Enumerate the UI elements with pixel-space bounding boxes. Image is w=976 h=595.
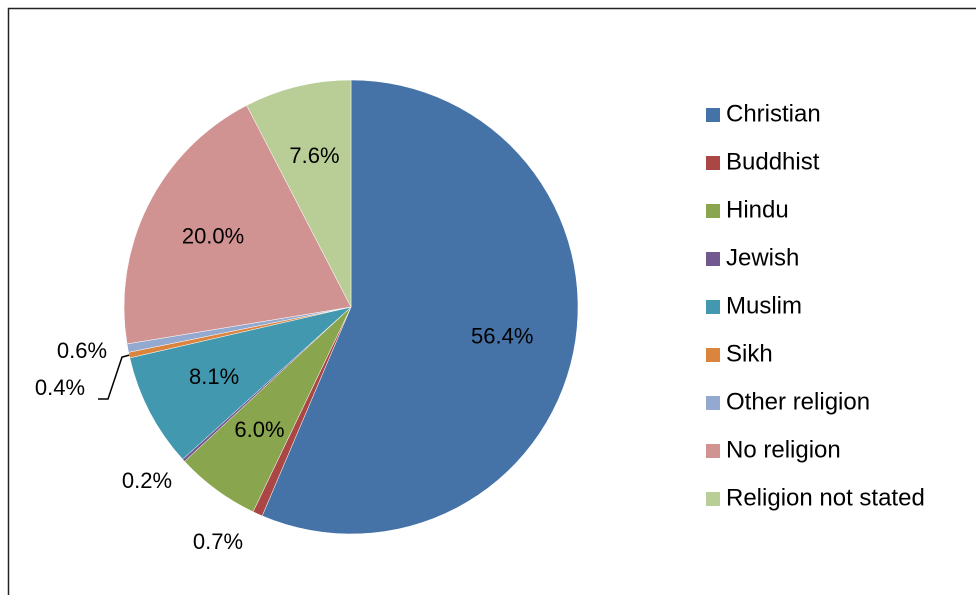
legend-swatch — [706, 348, 720, 362]
legend-label: Sikh — [726, 340, 773, 367]
legend-swatch — [706, 204, 720, 218]
pie-slice — [123, 105, 352, 345]
legend-label: Christian — [726, 100, 821, 127]
data-label: 7.6% — [289, 143, 339, 168]
data-label: 56.4% — [471, 324, 533, 349]
legend-label: Buddhist — [726, 148, 820, 175]
data-label: 0.4% — [35, 375, 85, 400]
legend-label: Hindu — [726, 196, 789, 223]
legend-label: Jewish — [726, 244, 799, 271]
legend-swatch — [706, 252, 720, 266]
legend-swatch — [706, 396, 720, 410]
data-label: 6.0% — [234, 417, 284, 442]
pie-slice — [129, 306, 352, 460]
pie-slice — [261, 79, 579, 535]
data-label: 0.2% — [122, 468, 172, 493]
legend-swatch — [706, 444, 720, 458]
data-label: 8.1% — [189, 364, 239, 389]
data-label: 0.6% — [57, 338, 107, 363]
legend-swatch — [706, 300, 720, 314]
legend-swatch — [706, 156, 720, 170]
data-label: 0.7% — [193, 529, 243, 554]
legend-label: No religion — [726, 436, 841, 463]
pie-slice — [246, 79, 352, 308]
legend-label: Muslim — [726, 292, 802, 319]
legend-label: Religion not stated — [726, 484, 925, 511]
legend-swatch — [706, 492, 720, 506]
legend-swatch — [706, 108, 720, 122]
leader-line — [98, 354, 130, 400]
legend-label: Other religion — [726, 388, 870, 415]
data-label: 20.0% — [182, 224, 244, 249]
